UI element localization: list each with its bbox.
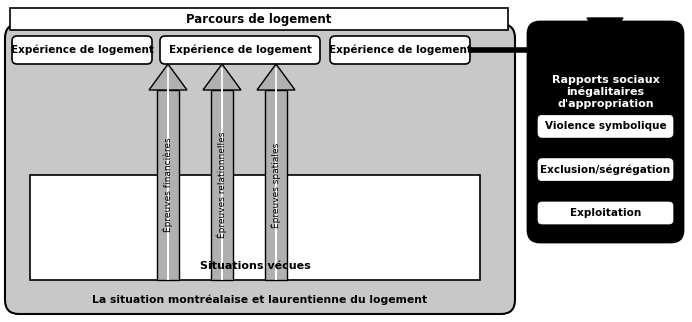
Text: Expérience de logement: Expérience de logement: [10, 45, 154, 55]
Bar: [157, 90, 179, 280]
Bar: [211, 90, 233, 280]
Bar: [265, 90, 287, 280]
FancyBboxPatch shape: [330, 36, 470, 64]
Polygon shape: [203, 64, 241, 90]
Bar: [30, 175, 480, 280]
Bar: [595, 24, 615, 42]
Text: Exclusion/ségrégation: Exclusion/ségrégation: [540, 165, 671, 175]
Text: Expérience de logement: Expérience de logement: [329, 45, 471, 55]
FancyBboxPatch shape: [160, 36, 320, 64]
Bar: [221, 90, 223, 280]
Polygon shape: [587, 18, 623, 42]
Text: La situation montréalaise et laurentienne du logement: La situation montréalaise et laurentienn…: [93, 295, 428, 305]
Text: Épreuves spatiales: Épreuves spatiales: [271, 142, 281, 228]
Text: Rapports sociaux
inégalitaires
d'appropriation: Rapports sociaux inégalitaires d'appropr…: [552, 75, 659, 109]
Bar: [275, 90, 277, 280]
Text: Exploitation: Exploitation: [570, 208, 641, 218]
FancyBboxPatch shape: [538, 202, 673, 224]
Bar: [167, 90, 169, 280]
Text: Violence symbolique: Violence symbolique: [545, 121, 666, 131]
Text: Épreuves financières: Épreuves financières: [163, 138, 173, 232]
Bar: [10, 8, 508, 30]
FancyBboxPatch shape: [12, 36, 152, 64]
FancyBboxPatch shape: [538, 115, 673, 137]
Text: Parcours de logement: Parcours de logement: [186, 13, 331, 25]
FancyBboxPatch shape: [528, 22, 683, 242]
Polygon shape: [149, 64, 187, 90]
Text: Situations vécues: Situations vécues: [199, 261, 311, 271]
FancyBboxPatch shape: [5, 24, 515, 314]
Text: Épreuves relationnelles: Épreuves relationnelles: [217, 132, 227, 238]
FancyBboxPatch shape: [538, 159, 673, 181]
Text: Expérience de logement: Expérience de logement: [169, 45, 311, 55]
Polygon shape: [257, 64, 295, 90]
